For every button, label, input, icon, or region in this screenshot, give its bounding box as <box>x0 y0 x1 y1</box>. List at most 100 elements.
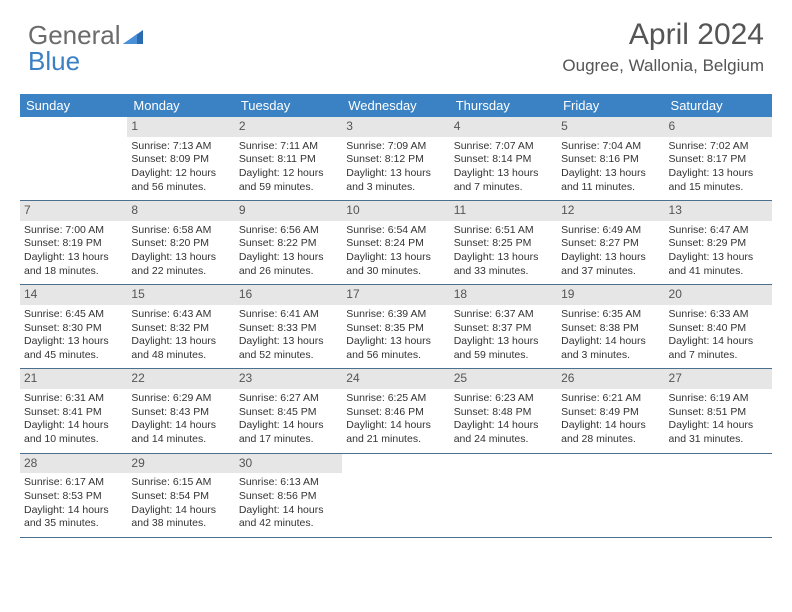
day-info-line: Daylight: 14 hours <box>239 419 338 433</box>
day-info-line: Sunset: 8:45 PM <box>239 406 338 420</box>
day-cell: 21Sunrise: 6:31 AMSunset: 8:41 PMDayligh… <box>20 369 127 452</box>
day-info-line: Sunrise: 6:45 AM <box>24 308 123 322</box>
day-info-line: Daylight: 13 hours <box>346 167 445 181</box>
day-cell <box>20 117 127 200</box>
day-info-line: Sunset: 8:49 PM <box>561 406 660 420</box>
month-title: April 2024 <box>562 18 764 52</box>
day-info-line: Sunrise: 7:13 AM <box>131 140 230 154</box>
day-info-line: and 30 minutes. <box>346 265 445 279</box>
day-info-line: Daylight: 13 hours <box>131 251 230 265</box>
calendar: Sunday Monday Tuesday Wednesday Thursday… <box>20 94 772 538</box>
day-info-line: Daylight: 13 hours <box>561 251 660 265</box>
day-info-line: Daylight: 13 hours <box>239 335 338 349</box>
day-cell: 25Sunrise: 6:23 AMSunset: 8:48 PMDayligh… <box>450 369 557 452</box>
day-info-line: and 10 minutes. <box>24 433 123 447</box>
day-number: 26 <box>557 369 664 389</box>
day-info-line: and 3 minutes. <box>561 349 660 363</box>
day-info-line: and 3 minutes. <box>346 181 445 195</box>
day-info-line: and 31 minutes. <box>669 433 768 447</box>
day-info-line: Sunset: 8:51 PM <box>669 406 768 420</box>
day-info-line: Daylight: 13 hours <box>454 335 553 349</box>
day-info-line: Sunrise: 6:56 AM <box>239 224 338 238</box>
day-cell <box>342 454 449 537</box>
day-info-line: Sunrise: 6:58 AM <box>131 224 230 238</box>
dow-monday: Monday <box>127 94 234 117</box>
day-cell: 4Sunrise: 7:07 AMSunset: 8:14 PMDaylight… <box>450 117 557 200</box>
day-cell: 17Sunrise: 6:39 AMSunset: 8:35 PMDayligh… <box>342 285 449 368</box>
day-info-line: Sunrise: 6:23 AM <box>454 392 553 406</box>
day-cell: 7Sunrise: 7:00 AMSunset: 8:19 PMDaylight… <box>20 201 127 284</box>
day-info-line: Sunrise: 6:13 AM <box>239 476 338 490</box>
logo-word-2: Blue <box>28 46 80 76</box>
day-cell: 20Sunrise: 6:33 AMSunset: 8:40 PMDayligh… <box>665 285 772 368</box>
day-info-line: Sunset: 8:32 PM <box>131 322 230 336</box>
day-cell: 18Sunrise: 6:37 AMSunset: 8:37 PMDayligh… <box>450 285 557 368</box>
day-cell <box>557 454 664 537</box>
day-cell: 14Sunrise: 6:45 AMSunset: 8:30 PMDayligh… <box>20 285 127 368</box>
day-info-line: and 48 minutes. <box>131 349 230 363</box>
day-info-line: Daylight: 14 hours <box>131 419 230 433</box>
day-info-line: and 37 minutes. <box>561 265 660 279</box>
header: April 2024 Ougree, Wallonia, Belgium <box>562 18 764 76</box>
day-number: 10 <box>342 201 449 221</box>
day-info-line: Daylight: 13 hours <box>669 167 768 181</box>
day-info-line: Sunset: 8:12 PM <box>346 153 445 167</box>
day-info-line: Sunset: 8:35 PM <box>346 322 445 336</box>
dow-thursday: Thursday <box>450 94 557 117</box>
day-info-line: Sunrise: 6:33 AM <box>669 308 768 322</box>
day-info-line: Sunrise: 7:02 AM <box>669 140 768 154</box>
day-info-line: Sunset: 8:41 PM <box>24 406 123 420</box>
day-number: 15 <box>127 285 234 305</box>
day-number: 24 <box>342 369 449 389</box>
day-number: 12 <box>557 201 664 221</box>
day-info-line: Daylight: 14 hours <box>24 504 123 518</box>
day-info-line: Sunrise: 6:35 AM <box>561 308 660 322</box>
day-cell: 10Sunrise: 6:54 AMSunset: 8:24 PMDayligh… <box>342 201 449 284</box>
day-info-line: Daylight: 13 hours <box>561 167 660 181</box>
day-cell: 9Sunrise: 6:56 AMSunset: 8:22 PMDaylight… <box>235 201 342 284</box>
day-info-line: and 42 minutes. <box>239 517 338 531</box>
day-info-line: Sunset: 8:25 PM <box>454 237 553 251</box>
day-cell: 28Sunrise: 6:17 AMSunset: 8:53 PMDayligh… <box>20 454 127 537</box>
day-number: 17 <box>342 285 449 305</box>
day-info-line: and 7 minutes. <box>669 349 768 363</box>
day-info-line: Sunrise: 6:17 AM <box>24 476 123 490</box>
week-row: 7Sunrise: 7:00 AMSunset: 8:19 PMDaylight… <box>20 201 772 285</box>
day-number: 14 <box>20 285 127 305</box>
day-info-line: Sunrise: 6:25 AM <box>346 392 445 406</box>
day-info-line: and 14 minutes. <box>131 433 230 447</box>
day-info-line: Sunset: 8:43 PM <box>131 406 230 420</box>
day-info-line: Sunrise: 6:37 AM <box>454 308 553 322</box>
day-info-line: Daylight: 14 hours <box>561 419 660 433</box>
day-cell: 30Sunrise: 6:13 AMSunset: 8:56 PMDayligh… <box>235 454 342 537</box>
day-info-line: Sunset: 8:33 PM <box>239 322 338 336</box>
day-info-line: Sunrise: 6:19 AM <box>669 392 768 406</box>
day-info-line: Sunset: 8:56 PM <box>239 490 338 504</box>
day-cell: 29Sunrise: 6:15 AMSunset: 8:54 PMDayligh… <box>127 454 234 537</box>
day-info-line: Sunset: 8:09 PM <box>131 153 230 167</box>
day-number: 2 <box>235 117 342 137</box>
week-row: 1Sunrise: 7:13 AMSunset: 8:09 PMDaylight… <box>20 117 772 201</box>
day-info-line: Sunset: 8:40 PM <box>669 322 768 336</box>
day-info-line: Sunset: 8:11 PM <box>239 153 338 167</box>
day-cell: 11Sunrise: 6:51 AMSunset: 8:25 PMDayligh… <box>450 201 557 284</box>
day-info-line: Daylight: 13 hours <box>24 251 123 265</box>
day-info-line: and 22 minutes. <box>131 265 230 279</box>
day-info-line: Sunrise: 6:29 AM <box>131 392 230 406</box>
day-cell: 3Sunrise: 7:09 AMSunset: 8:12 PMDaylight… <box>342 117 449 200</box>
day-cell: 2Sunrise: 7:11 AMSunset: 8:11 PMDaylight… <box>235 117 342 200</box>
day-info-line: Sunrise: 6:54 AM <box>346 224 445 238</box>
day-cell: 15Sunrise: 6:43 AMSunset: 8:32 PMDayligh… <box>127 285 234 368</box>
day-cell: 16Sunrise: 6:41 AMSunset: 8:33 PMDayligh… <box>235 285 342 368</box>
day-info-line: Sunrise: 7:11 AM <box>239 140 338 154</box>
day-number: 13 <box>665 201 772 221</box>
day-info-line: Sunrise: 6:43 AM <box>131 308 230 322</box>
day-number: 7 <box>20 201 127 221</box>
day-info-line: Sunrise: 6:47 AM <box>669 224 768 238</box>
day-info-line: Sunrise: 6:51 AM <box>454 224 553 238</box>
day-number: 4 <box>450 117 557 137</box>
day-info-line: Sunrise: 6:21 AM <box>561 392 660 406</box>
day-info-line: Sunrise: 7:04 AM <box>561 140 660 154</box>
day-cell: 23Sunrise: 6:27 AMSunset: 8:45 PMDayligh… <box>235 369 342 452</box>
day-info-line: and 56 minutes. <box>131 181 230 195</box>
